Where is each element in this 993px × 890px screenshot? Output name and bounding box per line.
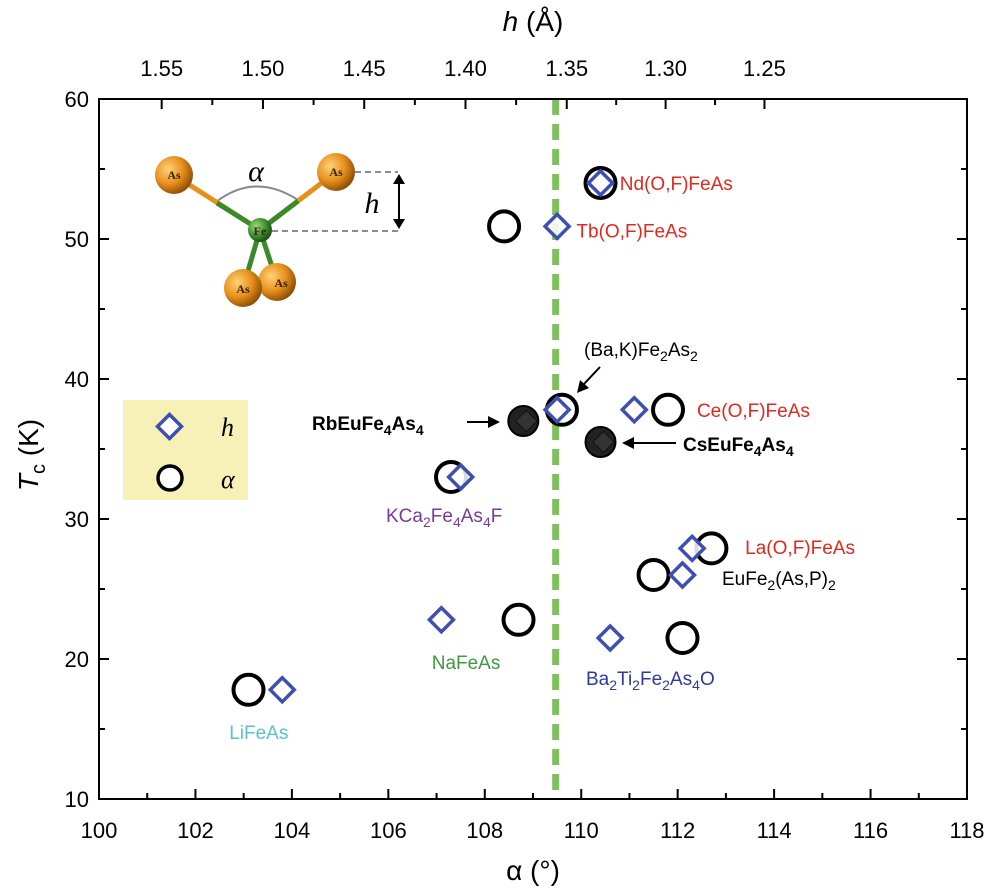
top-tick-label: 1.45 (343, 56, 386, 81)
inset-fe-as-tetrahedron: Fe As As As As α h (155, 153, 405, 307)
point-h (619, 395, 649, 425)
arrowhead-cs (622, 437, 634, 449)
x-tick-label: 104 (274, 818, 311, 843)
label-bak: (Ba,K)Fe2As2 (584, 340, 698, 364)
top-tick-label: 1.50 (242, 56, 285, 81)
inset-atom-label: As (236, 282, 250, 296)
point-alpha (501, 602, 536, 637)
x-axis-title: α (°) (506, 855, 560, 886)
x-tick-label: 110 (564, 818, 599, 843)
x-tick-label: 100 (81, 818, 118, 843)
inset-alpha-symbol: α (248, 155, 265, 188)
point-h (542, 395, 572, 425)
x-tick-label: 112 (660, 818, 695, 843)
inset-h-arrowhead-up (393, 174, 405, 184)
arrowhead-rb (488, 416, 500, 428)
legend-box (123, 400, 248, 500)
x-tick-label: 106 (370, 818, 407, 843)
x-tick-label: 108 (466, 818, 503, 843)
x-tick-label: 114 (757, 818, 792, 843)
x-tick-label: 102 (177, 818, 214, 843)
top-tick-label: 1.40 (444, 56, 487, 81)
top-tick-label: 1.55 (140, 56, 183, 81)
y-tick-label: 50 (65, 227, 89, 252)
top-axis-title: h (Å) (503, 6, 564, 37)
inset-atom-as (258, 263, 296, 301)
x-tick-label: 116 (853, 818, 888, 843)
legend: h α (123, 400, 248, 500)
arrowhead-bak (577, 380, 589, 393)
label-kca2fe4as4f: KCa2Fe4As4F (386, 506, 502, 530)
point-alpha (487, 209, 522, 244)
point-filled-diamond (592, 430, 615, 454)
label-ba2ti2fe2as4o: Ba2Ti2Fe2As4O (586, 669, 715, 693)
inset-h-symbol: h (365, 187, 380, 220)
compound-labels: Nd(O,F)FeAs Tb(O,F)FeAs Ce(O,F)FeAs La(O,F)… (229, 174, 855, 744)
y-axis-title: Tc (K) (13, 419, 50, 491)
top-axis-ticks: 1.55 1.50 1.45 1.40 1.35 1.30 1.25 (140, 56, 786, 109)
inset-atom-label: As (167, 168, 181, 182)
label-rbeufe4as4: RbEuFe4As4 (312, 414, 424, 438)
data-points (231, 166, 729, 707)
y-tick-label: 10 (65, 787, 89, 812)
inset-atom-label: As (329, 165, 343, 179)
label-nd: Nd(O,F)FeAs (620, 174, 733, 195)
top-tick-label: 1.30 (644, 56, 687, 81)
inset-atom-as (224, 269, 262, 307)
label-ce: Ce(O,F)FeAs (697, 401, 810, 422)
point-h (426, 605, 456, 635)
point-h (595, 623, 625, 653)
inset-atom-as (317, 153, 355, 191)
point-h (677, 533, 707, 563)
y-axis-ticks: 10 20 30 40 50 60 (65, 87, 967, 812)
inset-atom-label: Fe (254, 224, 267, 238)
label-eufe2asp2: EuFe2(As,P)2 (722, 569, 836, 593)
point-alpha (651, 392, 686, 427)
y-tick-label: 30 (65, 507, 89, 532)
point-h (446, 462, 476, 492)
arrow-bak (583, 366, 601, 385)
point-h (542, 211, 572, 241)
label-cseufe4as4: CsEuFe4As4 (683, 435, 794, 459)
point-h (667, 560, 697, 590)
point-filled-diamond (515, 409, 538, 433)
inset-alpha-arc (215, 185, 299, 203)
point-h (267, 675, 297, 705)
label-nafeas: NaFeAs (432, 653, 501, 674)
legend-label-alpha: α (221, 465, 236, 494)
legend-label-h: h (221, 413, 234, 442)
point-alpha (665, 621, 700, 655)
y-tick-label: 60 (65, 87, 89, 112)
label-la: La(O,F)FeAs (745, 538, 855, 559)
top-tick-label: 1.35 (545, 56, 588, 81)
inset-atom-as (155, 156, 193, 194)
x-axis-ticks: 100 102 104 106 108 110 112 114 116 118 (81, 789, 985, 843)
label-lifeas: LiFeAs (229, 723, 288, 744)
inset-atom-label: As (274, 276, 288, 290)
point-alpha (231, 672, 266, 707)
top-tick-label: 1.25 (743, 56, 786, 81)
legend-diamond-marker (155, 412, 184, 441)
legend-circle-marker (156, 464, 184, 492)
y-tick-label: 20 (65, 647, 89, 672)
point-h (586, 168, 616, 198)
inset-h-arrowhead-down (393, 219, 405, 229)
x-tick-label: 118 (949, 818, 984, 843)
inset-atom-fe (248, 218, 272, 242)
y-tick-label: 40 (65, 367, 89, 392)
point-alpha (636, 558, 671, 592)
label-tb: Tb(O,F)FeAs (576, 222, 687, 243)
